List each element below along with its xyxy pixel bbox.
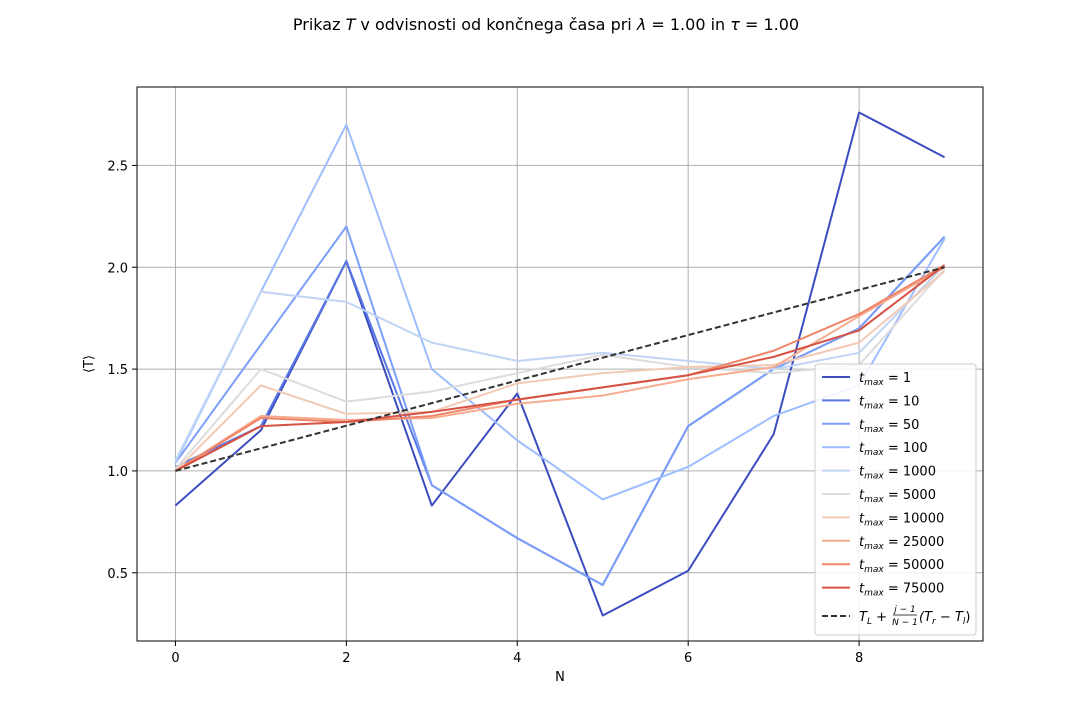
legend-label: tmax = 1000 — [859, 465, 936, 482]
legend-item-tmax-10: tmax = 10 — [822, 394, 919, 411]
legend-label: tmax = 50 — [859, 418, 919, 435]
legend-label: tmax = 25000 — [859, 535, 944, 552]
series-line-tmax-75000 — [174, 264, 946, 472]
legend-item-tmax-50: tmax = 50 — [822, 418, 919, 435]
legend-item-tmax-10000: tmax = 10000 — [822, 511, 944, 528]
legend-item-reference: TL + j − 1 N − 1 (Tr − Tl) — [822, 605, 970, 628]
chart-title: Prikaz T v odvisnosti od končnega časa p… — [293, 15, 799, 34]
y-axis-label: ⟨T⟩ — [82, 355, 97, 373]
y-tick-label: 1.0 — [107, 465, 128, 480]
y-tick-label: 2.5 — [107, 159, 128, 174]
legend-label: tmax = 75000 — [859, 582, 944, 599]
legend-label: tmax = 10 — [859, 394, 919, 411]
legend-label-reference: TL + — [859, 610, 887, 627]
tick-layer: 0 2 4 6 8 0.5 1.0 1.5 2.0 2.5 — [107, 159, 863, 666]
legend: tmax = 1 tmax = 10 tmax = 50 tmax = 100 tmax… — [814, 363, 977, 636]
legend-item-tmax-1000: tmax = 1000 — [822, 465, 936, 482]
legend-item-tmax-50000: tmax = 50000 — [822, 558, 944, 575]
legend-label: tmax = 50000 — [859, 558, 944, 575]
legend-label-reference-tail: (Tr − Tl) — [919, 610, 970, 627]
y-tick-label: 1.5 — [107, 363, 128, 378]
reference-line — [175, 266, 945, 472]
legend-label: tmax = 1 — [859, 371, 911, 388]
legend-item-tmax-1: tmax = 1 — [822, 371, 911, 388]
y-tick-label: 2.0 — [107, 261, 128, 276]
legend-label: tmax = 100 — [859, 441, 928, 458]
x-tick-label: 4 — [513, 651, 521, 666]
x-axis-label: N — [555, 670, 565, 685]
legend-label-reference-frac-num: j − 1 — [892, 605, 916, 615]
legend-item-tmax-25000: tmax = 25000 — [822, 535, 944, 552]
plot-area-frame — [136, 86, 984, 642]
legend-label-reference-frac-den: N − 1 — [892, 618, 918, 628]
legend-item-tmax-75000: tmax = 75000 — [822, 582, 944, 599]
legend-items: tmax = 1 tmax = 10 tmax = 50 tmax = 100 tmax… — [822, 371, 944, 599]
x-tick-label: 0 — [171, 651, 179, 666]
x-tick-label: 2 — [342, 651, 350, 666]
series-layer — [174, 111, 946, 617]
legend-box — [814, 363, 977, 636]
x-tick-label: 6 — [684, 651, 692, 666]
legend-label: tmax = 10000 — [859, 511, 944, 528]
series-line-tmax-1000 — [174, 264, 946, 462]
x-tick-label: 8 — [855, 651, 863, 666]
legend-item-tmax-5000: tmax = 5000 — [822, 488, 936, 505]
legend-label: tmax = 5000 — [859, 488, 936, 505]
legend-item-tmax-100: tmax = 100 — [822, 441, 928, 458]
series-line-tmax-10000 — [174, 270, 946, 472]
reference-layer — [175, 266, 945, 472]
y-tick-label: 0.5 — [107, 567, 128, 582]
series-line-tmax-25000 — [174, 266, 946, 472]
series-line-tmax-50 — [174, 225, 946, 586]
